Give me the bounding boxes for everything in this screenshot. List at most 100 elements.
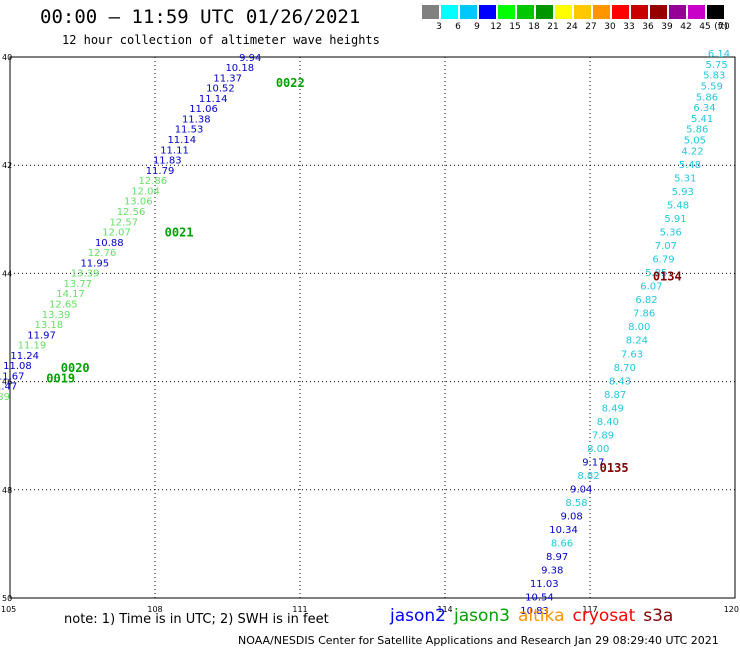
wave-height-value: 11.37 <box>213 73 242 84</box>
wave-height-value: 11.67 <box>0 371 25 382</box>
lat-lon-grid <box>10 57 735 598</box>
wave-height-value: 8.87 <box>604 390 626 401</box>
wave-height-value: 10.52 <box>206 84 235 95</box>
wave-height-value: 11.95 <box>80 258 109 269</box>
wave-height-value: 13.39 <box>71 269 100 280</box>
legend-label-33: 33 <box>623 22 635 32</box>
wave-height-value: 5.75 <box>705 60 727 71</box>
lon-label-105: 105 <box>1 605 16 614</box>
wave-height-value: 5.31 <box>674 173 696 184</box>
wave-height-value: 7.86 <box>633 309 655 320</box>
wave-height-value: 9.04 <box>570 485 592 496</box>
satellite-jason3: jason3 <box>454 606 510 626</box>
wave-height-value: 8.00 <box>628 322 650 333</box>
legend-swatch-33 <box>612 5 629 19</box>
legend-swatch-36 <box>631 5 648 19</box>
legend-swatch-3 <box>422 5 439 19</box>
wave-height-value: 12.07 <box>102 228 131 239</box>
wave-height-value: 5.85 <box>645 268 667 279</box>
wave-height-value: 6.07 <box>640 282 662 293</box>
lat-label-40: 40 <box>2 53 12 62</box>
wave-height-value: 13.18 <box>35 320 64 331</box>
wave-height-value: 6.14 <box>708 49 730 60</box>
note-text: note: 1) Time is in UTC; 2) SWH is in fe… <box>64 612 329 627</box>
lon-label-111: 111 <box>292 605 307 614</box>
wave-height-value: 8.70 <box>614 363 636 374</box>
footer-credit: NOAA/NESDIS Center for Satellite Applica… <box>238 634 719 647</box>
wave-height-value: 8.97 <box>546 552 568 563</box>
lon-label-117: 117 <box>582 605 597 614</box>
wave-height-value: 13.77 <box>64 279 93 290</box>
legend-label-30: 30 <box>604 22 616 32</box>
latitude-labels: 40 42 44 46 48 50 <box>2 53 12 603</box>
legend-label-39: 39 <box>661 22 673 32</box>
pass-label-0135: 0135 <box>600 461 629 475</box>
pass-label-0020: 0020 <box>61 361 90 375</box>
legend-swatch-24 <box>555 5 572 19</box>
wave-height-value: 5.05 <box>684 136 706 147</box>
wave-height-value: 5.86 <box>696 92 718 103</box>
wave-height-value: 12.76 <box>88 248 117 259</box>
legend-label-15: 15 <box>509 22 521 32</box>
legend-label-36: 36 <box>642 22 654 32</box>
wave-height-value: 7.07 <box>655 241 677 252</box>
wave-height-value: 12.65 <box>49 299 78 310</box>
wave-height-value: 10.34 <box>549 525 578 536</box>
wave-height-value: 6.82 <box>635 295 657 306</box>
wave-height-value: 12.56 <box>117 207 146 218</box>
legend-label-70: 70 <box>718 22 730 32</box>
wave-height-value: 10.18 <box>225 63 254 74</box>
wave-height-value: 13.06 <box>124 197 153 208</box>
wave-height-value: 14.17 <box>56 289 85 300</box>
legend-label-42: 42 <box>680 22 692 32</box>
pass-label-0134: 0134 <box>653 269 682 283</box>
lon-label-108: 108 <box>147 605 162 614</box>
satellite-legend: jason2 jason3 altika cryosat s3a <box>390 606 681 626</box>
legend-swatch-45 <box>688 5 705 19</box>
wave-height-value: 12.04 <box>131 186 160 197</box>
wave-height-value: 8.00 <box>587 444 609 455</box>
wave-height-value: 11.08 <box>3 361 32 372</box>
legend-label-3: 3 <box>436 22 442 32</box>
wave-height-value: 11.19 <box>18 341 47 352</box>
lat-label-46: 46 <box>2 378 12 387</box>
legend-swatch-42 <box>669 5 686 19</box>
legend-unit: (ft) <box>714 22 728 32</box>
satellite-altika: altika <box>518 606 565 626</box>
satellite-jason2: jason2 <box>390 606 446 626</box>
pass-label-0019: 0019 <box>46 372 75 386</box>
wave-height-value: 8.24 <box>626 336 648 347</box>
wave-height-value: 8.49 <box>602 403 624 414</box>
wave-height-value: 13.39 <box>42 310 71 321</box>
satellite-cryosat: cryosat <box>572 606 636 626</box>
wave-height-value: 6.79 <box>652 255 674 266</box>
wave-height-value: 11.03 <box>530 579 559 590</box>
lat-label-48: 48 <box>2 486 12 495</box>
wave-height-value: 5.93 <box>672 187 694 198</box>
lat-label-44: 44 <box>2 269 12 278</box>
wave-height-value: 8.58 <box>565 498 587 509</box>
wave-height-value: 5.41 <box>691 114 713 125</box>
satellite-s3a: s3a <box>643 606 674 626</box>
legend-label-18: 18 <box>528 22 540 32</box>
legend-swatch-6 <box>441 5 458 19</box>
wave-height-value: 11.14 <box>199 94 228 105</box>
legend-label-6: 6 <box>455 22 461 32</box>
legend-swatch-15 <box>498 5 515 19</box>
wave-height-value: 10.83 <box>520 606 549 617</box>
wave-height-value: 5.91 <box>664 214 686 225</box>
wave-height-value: 8.40 <box>597 417 619 428</box>
wave-height-value: 5.59 <box>701 81 723 92</box>
wave-height-value: 6.34 <box>693 103 715 114</box>
legend-swatch-30 <box>593 5 610 19</box>
wave-height-value: 10.54 <box>525 593 554 604</box>
legend-label-9: 9 <box>474 22 480 32</box>
wave-height-value: 5.86 <box>686 125 708 136</box>
legend-swatch-12 <box>479 5 496 19</box>
pass-label-0022: 0022 <box>276 76 305 90</box>
wave-height-value: 11.11 <box>160 145 189 156</box>
wave-height-value: 11.24 <box>10 351 39 362</box>
wave-height-value: 11.83 <box>153 156 182 167</box>
